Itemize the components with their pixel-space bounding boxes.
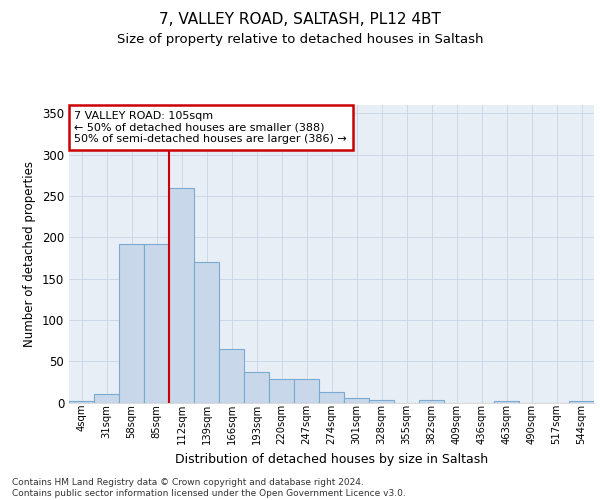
Text: 7, VALLEY ROAD, SALTASH, PL12 4BT: 7, VALLEY ROAD, SALTASH, PL12 4BT: [159, 12, 441, 28]
Bar: [419, 400, 444, 402]
Bar: [244, 372, 269, 402]
Bar: [194, 262, 219, 402]
Bar: [69, 401, 94, 402]
Bar: [269, 378, 294, 402]
Bar: [319, 392, 344, 402]
Bar: [219, 349, 244, 403]
Bar: [494, 401, 519, 402]
Y-axis label: Number of detached properties: Number of detached properties: [23, 161, 37, 347]
Bar: [369, 400, 394, 402]
Bar: [94, 394, 119, 402]
Text: Size of property relative to detached houses in Saltash: Size of property relative to detached ho…: [117, 32, 483, 46]
Text: 7 VALLEY ROAD: 105sqm
← 50% of detached houses are smaller (388)
50% of semi-det: 7 VALLEY ROAD: 105sqm ← 50% of detached …: [74, 111, 347, 144]
Bar: [569, 401, 594, 402]
Bar: [344, 398, 369, 402]
X-axis label: Distribution of detached houses by size in Saltash: Distribution of detached houses by size …: [175, 452, 488, 466]
Bar: [169, 188, 194, 402]
Text: Contains HM Land Registry data © Crown copyright and database right 2024.
Contai: Contains HM Land Registry data © Crown c…: [12, 478, 406, 498]
Bar: [119, 244, 144, 402]
Bar: [144, 244, 169, 402]
Bar: [294, 378, 319, 402]
